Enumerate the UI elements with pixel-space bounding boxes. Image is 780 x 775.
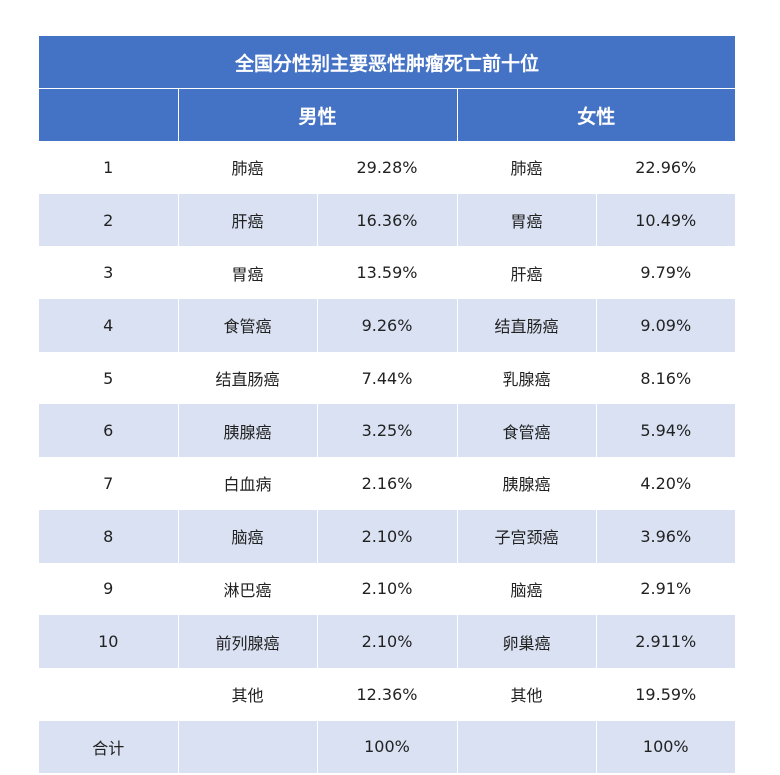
male-percentage: 2.16% [316, 457, 457, 510]
female-cancer-name: 子宫颈癌 [456, 509, 596, 563]
female-cancer-name: 胃癌 [456, 193, 596, 247]
table-title: 全国分性别主要恶性肿瘤死亡前十位 [39, 36, 736, 89]
female-percentage: 2.91% [595, 562, 736, 616]
female-percentage: 100% [595, 720, 736, 774]
female-percentage: 2.911% [595, 615, 736, 668]
male-percentage: 13.59% [316, 246, 457, 300]
table-row: 10 前列腺癌 2.10% 卵巢癌 2.911% [39, 615, 736, 668]
table-row: 1 肺癌 29.28% 肺癌 22.96% [39, 141, 736, 194]
rank-cell [39, 667, 178, 721]
male-cancer-name: 淋巴癌 [177, 562, 317, 616]
female-cancer-name: 乳腺癌 [456, 351, 596, 405]
male-percentage: 29.28% [316, 141, 457, 194]
female-percentage: 10.49% [595, 193, 736, 247]
male-percentage: 16.36% [316, 193, 457, 247]
table-row: 6 胰腺癌 3.25% 食管癌 5.94% [39, 404, 736, 458]
table-row: 其他 12.36% 其他 19.59% [39, 667, 736, 721]
female-percentage: 5.94% [595, 404, 736, 458]
female-cancer-name: 胰腺癌 [456, 457, 596, 510]
male-percentage: 2.10% [316, 562, 457, 616]
rank-cell: 7 [39, 457, 178, 510]
female-cancer-name: 结直肠癌 [456, 299, 596, 352]
female-percentage: 4.20% [595, 457, 736, 510]
cancer-death-table: 全国分性别主要恶性肿瘤死亡前十位 男性 女性 1 肺癌 29.28% 肺癌 22.96%… [39, 36, 736, 774]
rank-cell: 2 [39, 193, 178, 247]
male-cancer-name: 肺癌 [177, 141, 317, 194]
table-row: 8 脑癌 2.10% 子宫颈癌 3.96% [39, 509, 736, 563]
female-cancer-name [456, 720, 596, 774]
table-row: 2 肝癌 16.36% 胃癌 10.49% [39, 193, 736, 247]
rank-cell: 1 [39, 141, 178, 194]
table-row: 3 胃癌 13.59% 肝癌 9.79% [39, 246, 736, 300]
male-cancer-name: 胃癌 [177, 246, 317, 300]
female-cancer-name: 肝癌 [456, 246, 596, 300]
table-row: 5 结直肠癌 7.44% 乳腺癌 8.16% [39, 351, 736, 405]
gender-header-row: 男性 女性 [39, 88, 736, 141]
male-percentage: 12.36% [316, 667, 457, 721]
male-header: 男性 [177, 88, 457, 141]
male-cancer-name: 脑癌 [177, 509, 317, 563]
female-percentage: 9.09% [595, 299, 736, 352]
female-percentage: 8.16% [595, 351, 736, 405]
rank-header-cell [39, 88, 178, 141]
female-percentage: 3.96% [595, 509, 736, 563]
rank-cell: 4 [39, 299, 178, 352]
male-cancer-name: 肝癌 [177, 193, 317, 247]
rank-cell: 8 [39, 509, 178, 563]
rank-cell: 6 [39, 404, 178, 458]
male-percentage: 9.26% [316, 299, 457, 352]
table-row: 7 白血病 2.16% 胰腺癌 4.20% [39, 457, 736, 510]
male-percentage: 100% [316, 720, 457, 774]
rank-cell: 10 [39, 615, 178, 668]
female-percentage: 19.59% [595, 667, 736, 721]
rank-cell: 5 [39, 351, 178, 405]
male-cancer-name: 前列腺癌 [177, 615, 317, 668]
male-cancer-name [177, 720, 317, 774]
rank-cell: 3 [39, 246, 178, 300]
male-cancer-name: 其他 [177, 667, 317, 721]
male-cancer-name: 白血病 [177, 457, 317, 510]
female-cancer-name: 其他 [456, 667, 596, 721]
female-cancer-name: 肺癌 [456, 141, 596, 194]
male-percentage: 3.25% [316, 404, 457, 458]
table-row: 4 食管癌 9.26% 结直肠癌 9.09% [39, 299, 736, 352]
female-header: 女性 [456, 88, 736, 141]
male-percentage: 2.10% [316, 509, 457, 563]
female-percentage: 22.96% [595, 141, 736, 194]
male-percentage: 2.10% [316, 615, 457, 668]
female-cancer-name: 脑癌 [456, 562, 596, 616]
table-row: 合计 100% 100% [39, 720, 736, 774]
table-row: 9 淋巴癌 2.10% 脑癌 2.91% [39, 562, 736, 616]
table-body: 1 肺癌 29.28% 肺癌 22.96% 2 肝癌 16.36% 胃癌 10.49% 3 胃癌 13.… [39, 141, 736, 774]
rank-cell: 合计 [39, 720, 178, 774]
male-cancer-name: 结直肠癌 [177, 351, 317, 405]
female-percentage: 9.79% [595, 246, 736, 300]
male-percentage: 7.44% [316, 351, 457, 405]
rank-cell: 9 [39, 562, 178, 616]
female-cancer-name: 食管癌 [456, 404, 596, 458]
female-cancer-name: 卵巢癌 [456, 615, 596, 668]
title-row: 全国分性别主要恶性肿瘤死亡前十位 [39, 36, 736, 89]
male-cancer-name: 食管癌 [177, 299, 317, 352]
male-cancer-name: 胰腺癌 [177, 404, 317, 458]
